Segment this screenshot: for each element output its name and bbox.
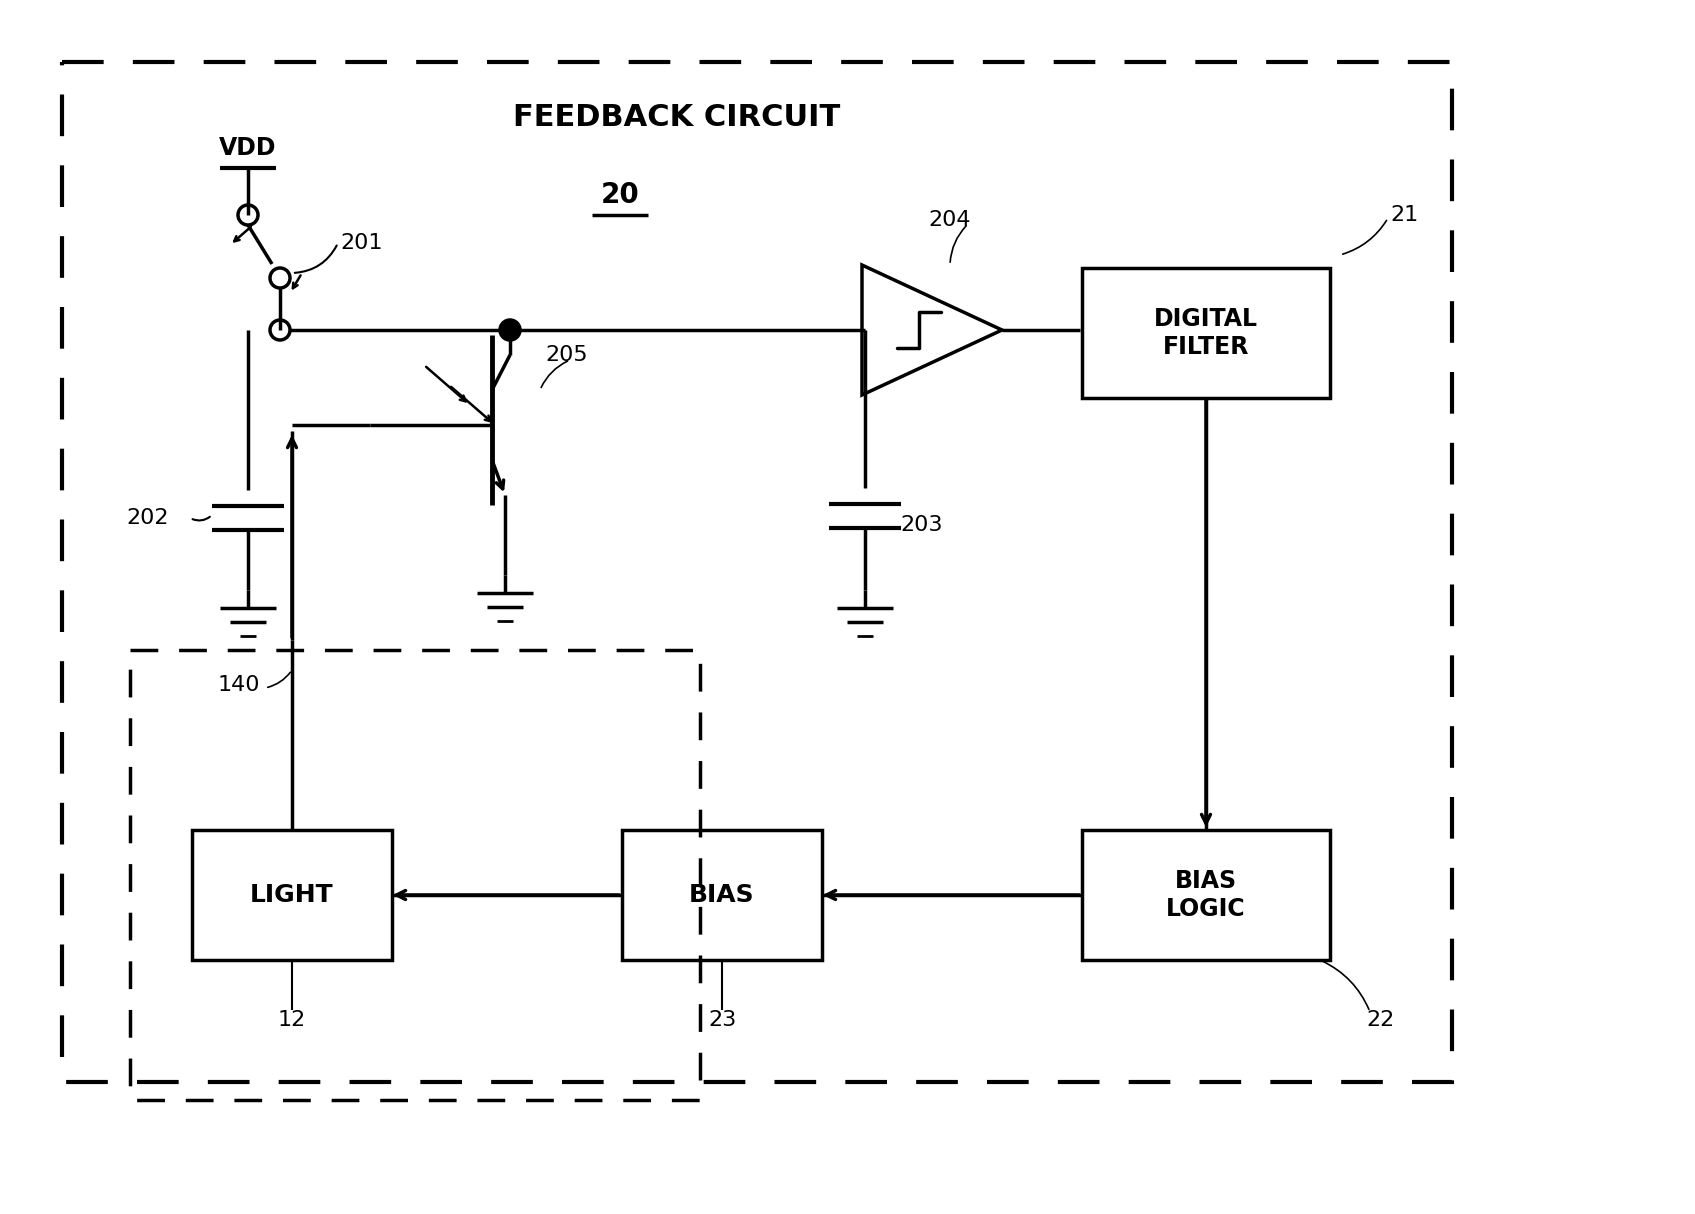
Text: 204: 204 [929, 210, 971, 229]
FancyBboxPatch shape [1081, 268, 1331, 398]
Text: 205: 205 [546, 345, 588, 365]
Text: FEEDBACK CIRCUIT: FEEDBACK CIRCUIT [514, 102, 841, 131]
Circle shape [500, 320, 520, 340]
Text: BIAS: BIAS [690, 883, 754, 907]
Text: VDD: VDD [219, 136, 276, 160]
FancyBboxPatch shape [1081, 830, 1331, 960]
Text: 140: 140 [219, 675, 261, 694]
FancyBboxPatch shape [192, 830, 392, 960]
Text: 203: 203 [900, 515, 942, 535]
Text: 23: 23 [709, 1010, 736, 1029]
Text: 12: 12 [278, 1010, 307, 1029]
Text: DIGITAL
FILTER: DIGITAL FILTER [1154, 307, 1258, 359]
FancyBboxPatch shape [622, 830, 822, 960]
Text: BIAS
LOGIC: BIAS LOGIC [1166, 869, 1246, 921]
Text: 22: 22 [1366, 1010, 1393, 1029]
Text: 21: 21 [1390, 205, 1419, 225]
Text: LIGHT: LIGHT [251, 883, 334, 907]
Text: 20: 20 [600, 181, 639, 209]
Text: 202: 202 [127, 507, 170, 528]
Text: 201: 201 [341, 233, 383, 253]
